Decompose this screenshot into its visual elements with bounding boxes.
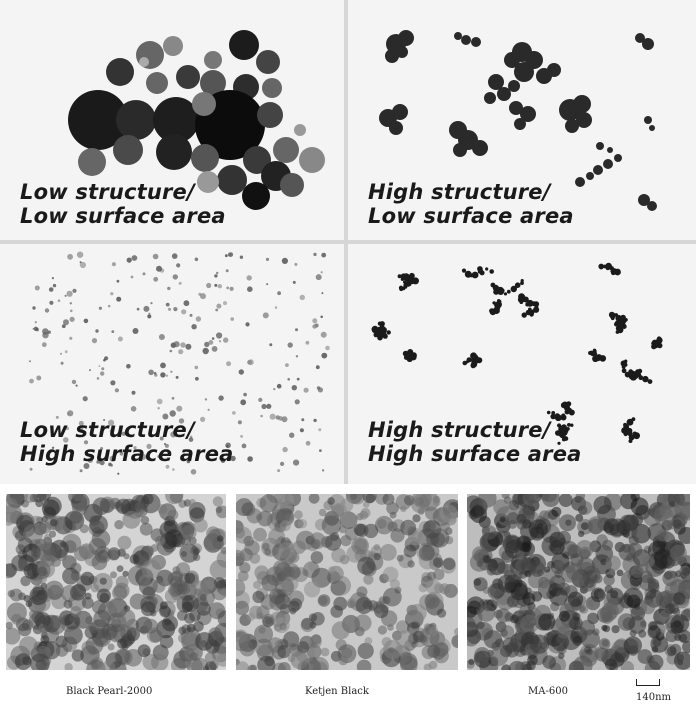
caption-br-line2: High surface area [368,442,582,466]
panel-high-structure-low-surface: High structure/ Low surface area [348,0,696,240]
aggregate-chain-image [379,30,657,211]
panel-high-structure-high-surface: High structure/ High surface area [348,244,696,484]
label-ketjen: Ketjen Black [305,686,369,697]
caption-tl-line1: Low structure/ [20,180,195,204]
caption-tl: Low structure/ Low surface area [20,180,226,228]
caption-br-line1: High structure/ [368,418,551,442]
large-particle-cluster-image [68,30,325,210]
panel-low-structure-low-surface: Low structure/ Low surface area [0,0,344,240]
caption-bl-line2: High surface area [20,442,234,466]
micrograph-black-pearl-image [6,494,226,670]
micrograph-ketjen [236,494,458,670]
caption-bl: Low structure/ High surface area [20,418,234,466]
structure-comparison-grid: Low structure/ Low surface area [0,0,696,484]
caption-tr: High structure/ Low surface area [368,180,574,228]
scale-bar-label: 140nm [636,692,672,703]
panel-low-structure-high-surface: Low structure/ High surface area [0,244,344,484]
caption-tr-line1: High structure/ [368,180,551,204]
caption-tr-line2: Low surface area [368,204,574,228]
micrograph-black-pearl [6,494,226,670]
scale-bar [636,679,660,686]
label-ma600: MA-600 [528,686,568,697]
caption-bl-line1: Low structure/ [20,418,195,442]
caption-br: High structure/ High surface area [368,418,582,466]
branched-aggregate-image [371,262,663,445]
label-black-pearl: Black Pearl-2000 [66,686,153,697]
caption-tl-line2: Low surface area [20,204,226,228]
fine-particle-field-image [29,251,330,475]
micrograph-ma600 [467,494,690,670]
micrograph-ketjen-image [236,494,458,670]
micrograph-ma600-image [467,494,690,670]
